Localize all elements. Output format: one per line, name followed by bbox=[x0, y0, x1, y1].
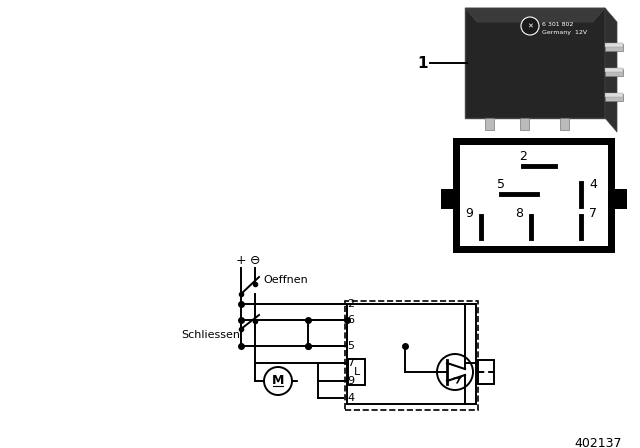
Polygon shape bbox=[605, 68, 623, 72]
Bar bbox=[615, 189, 627, 209]
Polygon shape bbox=[605, 43, 623, 47]
Bar bbox=[453, 138, 615, 253]
Text: M: M bbox=[272, 374, 284, 387]
Circle shape bbox=[437, 354, 473, 390]
Text: 7: 7 bbox=[589, 207, 597, 220]
Text: 2: 2 bbox=[519, 150, 527, 163]
Text: 9: 9 bbox=[347, 376, 354, 386]
Text: Germany  12V: Germany 12V bbox=[542, 30, 587, 34]
Text: 2: 2 bbox=[347, 299, 354, 309]
Text: +: + bbox=[236, 254, 246, 267]
Text: 6: 6 bbox=[347, 315, 354, 325]
Bar bbox=[460, 145, 608, 246]
Bar bbox=[441, 189, 453, 209]
Text: 6 301 802: 6 301 802 bbox=[542, 22, 573, 26]
Text: 7: 7 bbox=[347, 358, 354, 368]
Bar bbox=[348, 359, 365, 385]
Text: 402137: 402137 bbox=[575, 436, 622, 448]
Text: 1: 1 bbox=[418, 56, 428, 70]
Text: Schliessen: Schliessen bbox=[181, 330, 240, 340]
Polygon shape bbox=[605, 8, 617, 132]
Polygon shape bbox=[605, 93, 623, 97]
Bar bbox=[605, 44, 623, 51]
Polygon shape bbox=[465, 8, 605, 22]
Bar bbox=[485, 118, 494, 130]
Text: 5: 5 bbox=[347, 341, 354, 351]
Circle shape bbox=[264, 367, 292, 395]
Text: 5: 5 bbox=[497, 177, 505, 190]
Bar bbox=[478, 360, 494, 384]
Text: 9: 9 bbox=[465, 207, 473, 220]
Text: ⊖: ⊖ bbox=[250, 254, 260, 267]
Bar bbox=[345, 301, 478, 410]
Text: 8: 8 bbox=[515, 207, 523, 220]
Text: Oeffnen: Oeffnen bbox=[263, 275, 308, 285]
Bar bbox=[520, 118, 529, 130]
Text: L: L bbox=[354, 367, 360, 377]
Text: ✕: ✕ bbox=[527, 23, 533, 29]
Bar bbox=[560, 118, 569, 130]
Text: 4: 4 bbox=[347, 393, 354, 403]
Circle shape bbox=[521, 17, 539, 35]
Bar bbox=[465, 8, 605, 118]
Bar bbox=[605, 69, 623, 76]
Text: 4: 4 bbox=[589, 177, 597, 190]
Bar bbox=[605, 94, 623, 101]
